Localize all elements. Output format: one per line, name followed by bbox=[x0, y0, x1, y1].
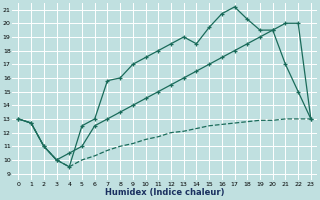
X-axis label: Humidex (Indice chaleur): Humidex (Indice chaleur) bbox=[105, 188, 224, 197]
